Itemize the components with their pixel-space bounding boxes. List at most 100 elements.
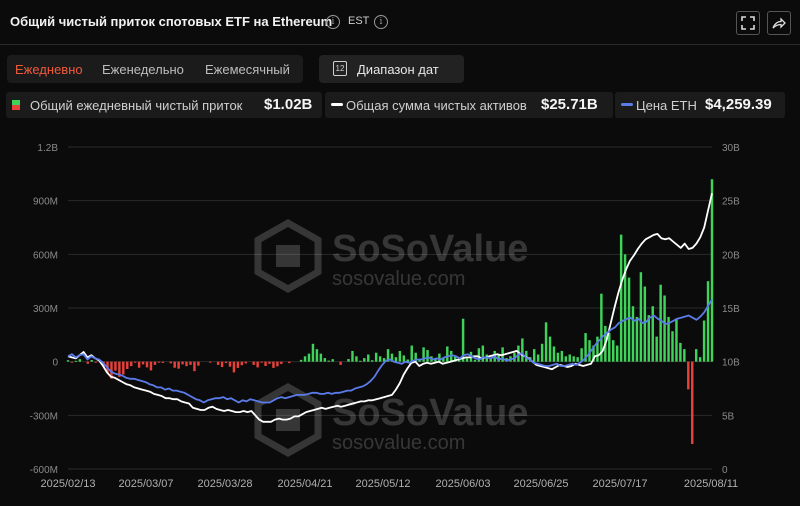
daily-inflow-bar (552, 346, 556, 362)
daily-inflow-bar (406, 359, 409, 362)
daily-inflow-bar (220, 361, 224, 368)
daily-inflow-bar (236, 361, 240, 368)
daily-inflow-bar (185, 361, 188, 367)
daily-inflow-bar (359, 360, 362, 362)
daily-inflow-bar (497, 354, 500, 362)
daily-inflow-bar (402, 355, 406, 362)
daily-inflow-bar (702, 320, 706, 362)
daily-inflow-bar (74, 360, 78, 362)
info-icon[interactable]: i (326, 15, 340, 29)
daily-inflow-bar (596, 336, 599, 362)
calendar-icon: 12 (333, 61, 347, 76)
daily-inflow-bar (311, 343, 315, 362)
daily-inflow-bar (351, 350, 354, 362)
daily-inflow-bar (264, 361, 267, 366)
y-left-tick-label: 0 (52, 358, 58, 369)
daily-inflow-bar (588, 340, 591, 362)
daily-inflow-bar (627, 277, 631, 362)
x-tick-label: 2025/07/17 (592, 478, 647, 490)
daily-inflow-bar (453, 355, 457, 362)
daily-inflow-bar (382, 358, 386, 362)
net-assets-line (67, 192, 713, 423)
y-left-tick-label: -600M (30, 465, 58, 476)
daily-inflow-bar (592, 345, 595, 362)
daily-inflow-bar (623, 254, 627, 362)
daily-inflow-bar (663, 295, 666, 362)
daily-inflow-bar (560, 350, 564, 362)
page-title: Общий чистый приток спотовых ETF на Ethe… (10, 14, 333, 29)
sosovalue-logo-mark (276, 245, 300, 267)
daily-inflow-bar (675, 318, 678, 362)
daily-inflow-bar (615, 345, 619, 362)
fullscreen-button[interactable] (736, 11, 760, 35)
daily-inflow-bar (94, 361, 97, 363)
daily-inflow-bar (438, 353, 441, 362)
daily-inflow-bar (367, 354, 370, 362)
daily-inflow-bar (118, 361, 121, 377)
x-tick-label: 2025/04/21 (277, 478, 332, 490)
date-range-button[interactable]: 12 Диапазон дат (319, 55, 464, 83)
legend-label: Общая сумма чистых активов (346, 98, 527, 113)
daily-inflow-bar (556, 352, 560, 362)
daily-inflow-bar (268, 361, 271, 364)
watermark-brand: SoSoValue (332, 392, 528, 434)
tab-daily[interactable]: Ежедневно (15, 62, 83, 77)
legend-value: $1.02B (264, 96, 313, 113)
daily-inflow-bar (126, 361, 129, 369)
tab-monthly[interactable]: Ежемесячный (205, 62, 290, 77)
daily-inflow-bar (153, 361, 157, 365)
legend-item-eth-price[interactable]: Цена ETH $4,259.39 (615, 92, 785, 118)
daily-inflow-bar (378, 356, 382, 362)
daily-inflow-bar (252, 361, 255, 365)
daily-inflow-bar (240, 361, 244, 366)
daily-inflow-bar (698, 357, 702, 362)
x-tick-label: 2025/03/07 (118, 478, 173, 490)
x-tick-label: 2025/03/28 (197, 478, 252, 490)
daily-inflow-bar (691, 361, 694, 444)
daily-inflow-bar (643, 286, 647, 362)
daily-inflow-bar (418, 359, 421, 362)
y-right-tick-label: 30B (722, 143, 740, 154)
daily-inflow-bar (584, 333, 587, 362)
legend-item-net-assets[interactable]: Общая сумма чистых активов $25.71B (325, 92, 613, 118)
period-tabs: Ежедневно Еженедельно Ежемесячный (7, 55, 303, 83)
y-right-tick-label: 0 (722, 465, 728, 476)
header-bar: Общий чистый приток спотовых ETF на Ethe… (0, 0, 800, 45)
daily-inflow-bar (544, 322, 548, 362)
watermark-url: sosovalue.com (332, 432, 465, 454)
daily-inflow-bar (299, 359, 303, 362)
share-button[interactable] (767, 11, 791, 35)
legend-value: $25.71B (541, 96, 598, 113)
daily-inflow-bar (209, 361, 212, 363)
daily-inflow-bar (461, 318, 465, 362)
x-tick-label: 2025/06/03 (435, 478, 490, 490)
daily-inflow-bar (612, 340, 615, 362)
daily-inflow-bar (86, 361, 89, 364)
daily-inflow-bar (307, 353, 311, 362)
x-tick-label: 2025/06/25 (513, 478, 568, 490)
daily-inflow-bar (355, 356, 358, 362)
timezone-label[interactable]: EST (348, 15, 370, 27)
daily-inflow-bar (635, 316, 639, 362)
daily-inflow-bar (189, 361, 192, 365)
daily-inflow-bar (173, 361, 176, 368)
daily-inflow-bar (710, 179, 714, 362)
daily-inflow-bar (564, 356, 568, 362)
daily-inflow-bar (671, 331, 674, 362)
info-icon[interactable]: i (374, 15, 388, 29)
tab-weekly[interactable]: Еженедельно (102, 62, 184, 77)
y-left-tick-label: -300M (30, 411, 58, 422)
daily-inflow-bar (232, 361, 236, 373)
daily-inflow-bar (687, 361, 690, 390)
daily-inflow-bar (631, 306, 635, 362)
legend-value: $4,259.39 (705, 96, 772, 113)
daily-inflow-bar (66, 360, 70, 362)
daily-inflow-bar (540, 343, 544, 362)
line-legend-icon (331, 103, 343, 106)
daily-inflow-bar (457, 358, 461, 362)
legend-item-daily-inflow[interactable]: Общий ежедневный чистый приток $1.02B (6, 92, 322, 118)
daily-inflow-bar (679, 342, 682, 362)
daily-inflow-bar (481, 345, 485, 362)
daily-inflow-bar (446, 346, 449, 362)
